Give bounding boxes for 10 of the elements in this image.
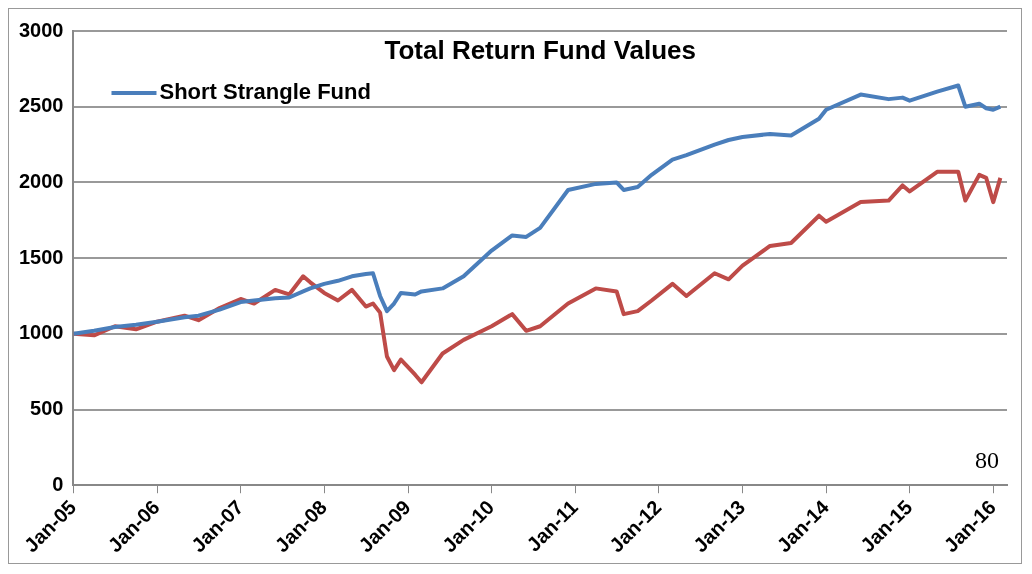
y-tick-label: 1000 [18,321,64,344]
y-tick-label: 3000 [18,18,64,41]
y-tick-label: 2500 [18,94,64,117]
y-tick-label: 0 [52,472,64,495]
legend-label: Short Strangle Fund [159,79,371,105]
annotation: 80 [975,446,999,473]
y-tick-label: 2000 [18,169,64,192]
y-tick-label: 1500 [18,245,64,268]
y-tick-label: 500 [30,397,64,420]
chart-title: Total Return Fund Values [384,35,697,66]
